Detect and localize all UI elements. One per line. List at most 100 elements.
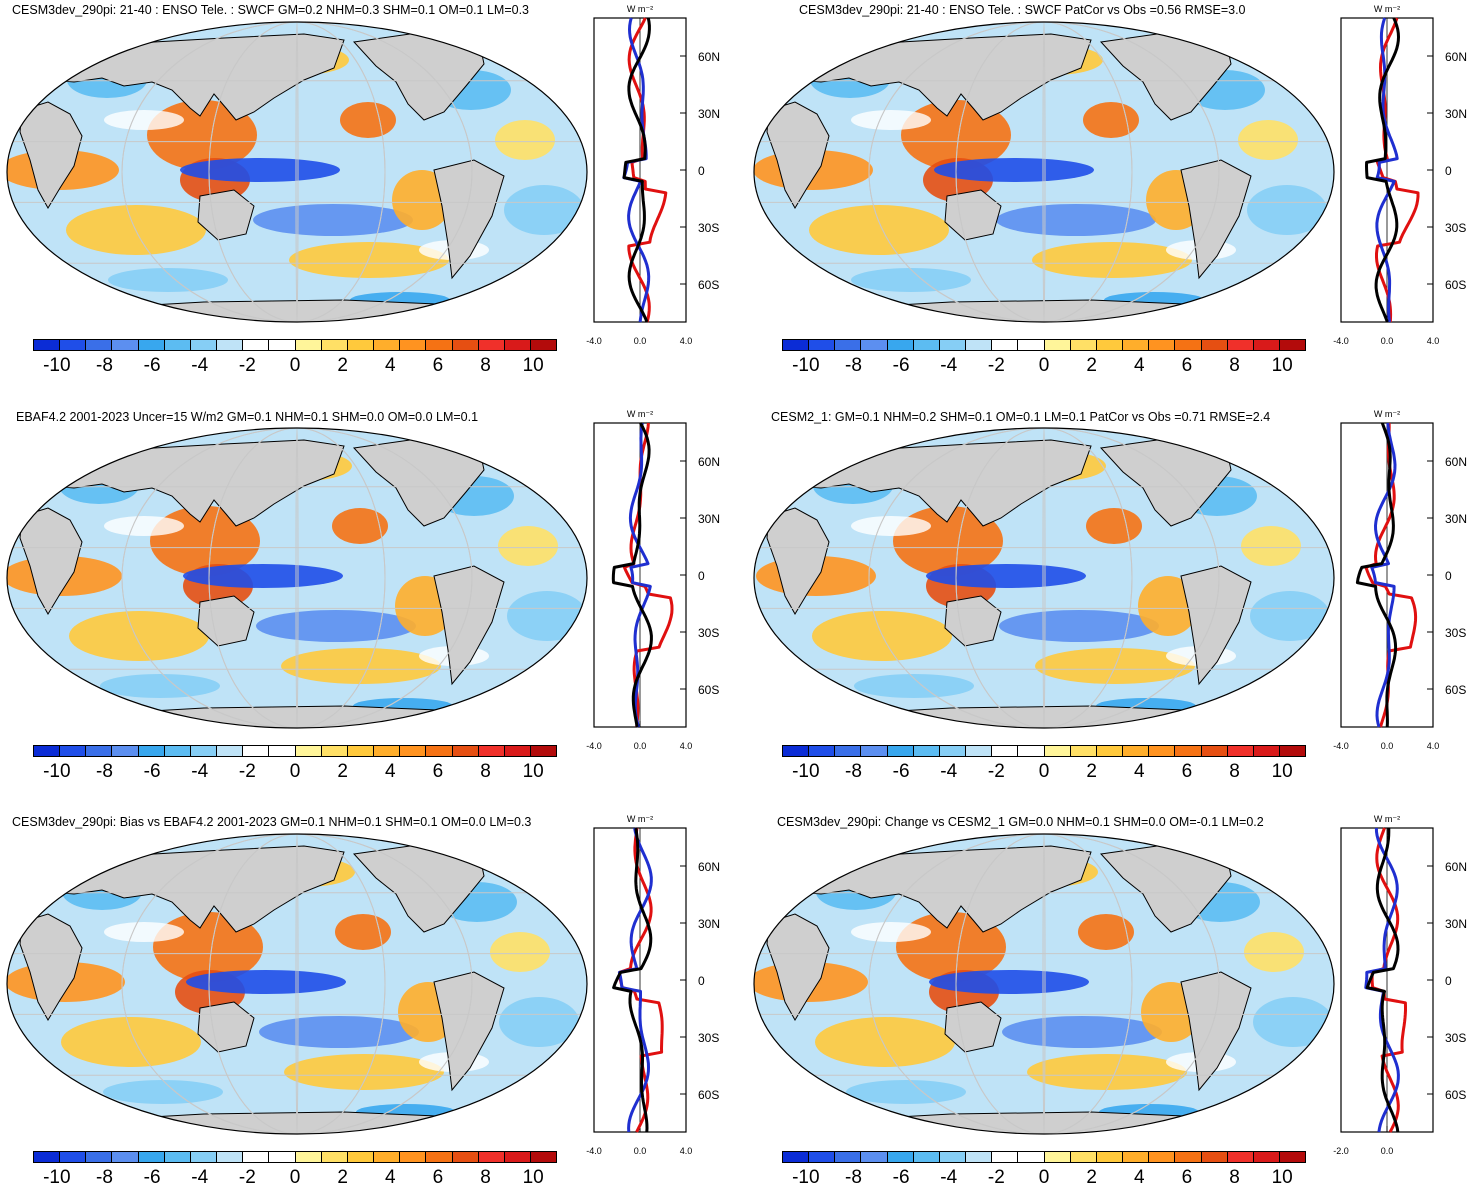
colorbar-swatch [112, 1152, 139, 1162]
colorbar-swatch [1227, 340, 1254, 350]
colorbar-swatch [1149, 340, 1176, 350]
zonal-mean-plot: W m⁻² 60N 30N 0 30S 60S -4.0 0.0 4.0 [1333, 409, 1467, 751]
colorbar-tick-label: -6 [892, 761, 910, 782]
lat-tick-label: 0 [698, 569, 705, 583]
map-field [7, 428, 587, 728]
colorbar-swatch [1253, 340, 1280, 350]
colorbar-tick-label: 6 [1181, 1167, 1193, 1188]
colorbar-swatch [347, 1152, 375, 1162]
panel-1: CESM3dev_290pi: 21-40 : ENSO Tele. : SWC… [0, 0, 740, 395]
map-border [753, 21, 1335, 323]
map-field [754, 428, 1334, 728]
map-field [7, 834, 587, 1134]
zonal-series-obs [1370, 827, 1407, 1133]
lat-tick-label: 0 [1445, 164, 1452, 178]
colorbar-swatch [347, 340, 375, 350]
colorbar-swatch [347, 746, 375, 756]
colorbar-swatch [112, 746, 139, 756]
zonal-series-obs [627, 17, 668, 323]
colorbar-swatch [321, 746, 348, 756]
colorbar-tick-label: -8 [96, 355, 113, 376]
colorbar-swatch [966, 746, 993, 756]
colorbar-swatch [783, 340, 810, 350]
lat-tick-label: 0 [1445, 569, 1452, 583]
lat-tick-label: 60N [1445, 455, 1467, 469]
colorbar-labels: -10 -8 -6 -4 -2 0 2 4 6 8 10 [33, 757, 557, 782]
world-map [6, 833, 588, 1135]
lat-tick-label: 60S [1445, 1088, 1466, 1102]
colorbar-swatch [164, 746, 191, 756]
lat-tick-label: 0 [1445, 974, 1452, 988]
colorbar-swatch [809, 1152, 836, 1162]
panel-title: EBAF4.2 2001-2023 Uncer=15 W/m2 GM=0.1 N… [16, 410, 479, 424]
lat-tick-label: 60N [698, 860, 720, 874]
colorbar-swatch [1175, 746, 1202, 756]
map-field [754, 22, 1334, 322]
colorbar-tick-label: 6 [1181, 355, 1193, 376]
zonal-series-other [1365, 828, 1400, 1133]
colorbar-tick-label: -10 [43, 355, 71, 376]
units-label: W m⁻² [1374, 4, 1400, 14]
lat-tick-label: 60S [698, 278, 719, 292]
x-tick-label: 0.0 [634, 1146, 647, 1156]
colorbar-swatch [217, 340, 244, 350]
panel-6: CESM3dev_290pi: Change vs CESM2_1 GM=0.0… [745, 810, 1483, 1188]
lat-tick-label: 30N [698, 512, 720, 526]
colorbar-cells [782, 1151, 1306, 1163]
zonal-mean-plot: W m⁻² 60N 30N 0 30S 60S -4.0 0.0 4.0 [586, 4, 720, 346]
colorbar-cells [33, 1151, 557, 1163]
colorbar-tick-label: 0 [289, 761, 301, 782]
colorbar-swatch [835, 746, 862, 756]
zonal-mean-plot: W m⁻² 60N 30N 0 30S 60S -4.0 0.0 4.0 [586, 409, 720, 751]
colorbar-tick-label: -2 [238, 1167, 256, 1188]
x-tick-label: 0.0 [1381, 1146, 1394, 1156]
colorbar-tick-label: 2 [337, 1167, 348, 1188]
colorbar-swatch [295, 1152, 322, 1162]
colorbar-swatch [374, 340, 401, 350]
colorbar-swatch [243, 1152, 270, 1162]
colorbar-swatch [861, 1152, 888, 1162]
world-map [753, 427, 1335, 729]
colorbar-swatch [809, 746, 836, 756]
colorbar-tick-label: 0 [1038, 1167, 1050, 1188]
lat-tick-label: 30N [1445, 107, 1467, 121]
colorbar-tick-label: -2 [987, 1167, 1005, 1188]
colorbar-swatch [164, 1152, 191, 1162]
panel-2: CESM3dev_290pi: 21-40 : ENSO Tele. : SWC… [745, 0, 1483, 395]
colorbar-tick-label: -8 [96, 761, 113, 782]
colorbar-tick-label: 6 [1181, 761, 1193, 782]
colorbar-swatch [1227, 746, 1254, 756]
zonal-mean-plot: W m⁻² 60N 30N 0 30S 60S -4.0 0.0 4.0 [1333, 4, 1467, 346]
colorbar-swatch [1201, 340, 1228, 350]
colorbar-tick-label: -4 [940, 355, 958, 376]
lat-tick-label: 60N [1445, 50, 1467, 64]
zonal-series-model [617, 827, 653, 1133]
colorbar-swatch [1018, 340, 1045, 350]
colorbar-tick-label: 4 [384, 355, 396, 376]
colorbar-swatch [112, 340, 139, 350]
colorbar-tick-label: 4 [1133, 1167, 1145, 1188]
colorbar-tick-label: 2 [1086, 355, 1097, 376]
x-tick-label: 4.0 [680, 741, 693, 751]
x-tick-label: 4.0 [1427, 741, 1440, 751]
lat-tick-label: 30S [1445, 1031, 1466, 1045]
colorbar-labels: -10 -8 -6 -4 -2 0 2 4 6 8 10 [782, 757, 1306, 782]
colorbar-swatch [992, 746, 1019, 756]
colorbar-tick-label: 8 [1229, 1167, 1240, 1188]
colorbar-tick-label: 10 [522, 1167, 544, 1188]
lat-tick-label: 30S [698, 626, 719, 640]
colorbar-swatch [1123, 746, 1150, 756]
zonal-series-other [1365, 17, 1400, 323]
x-tick-label: 0.0 [1381, 336, 1394, 346]
colorbar-swatch [295, 746, 322, 756]
lat-tick-label: 60S [1445, 278, 1466, 292]
colorbar: -10 -8 -6 -4 -2 0 2 4 6 8 10 [782, 1151, 1306, 1188]
lat-tick-label: 0 [698, 974, 705, 988]
x-tick-label: -4.0 [586, 741, 602, 751]
colorbar-swatch [217, 746, 244, 756]
colorbar-swatch [190, 1152, 218, 1162]
panel-4: CESM2_1: GM=0.1 NHM=0.2 SHM=0.1 OM=0.1 L… [745, 405, 1483, 800]
panel-title: CESM3dev_290pi: 21-40 : ENSO Tele. : SWC… [12, 3, 530, 17]
x-tick-label: -4.0 [586, 336, 602, 346]
units-label: W m⁻² [627, 814, 653, 824]
